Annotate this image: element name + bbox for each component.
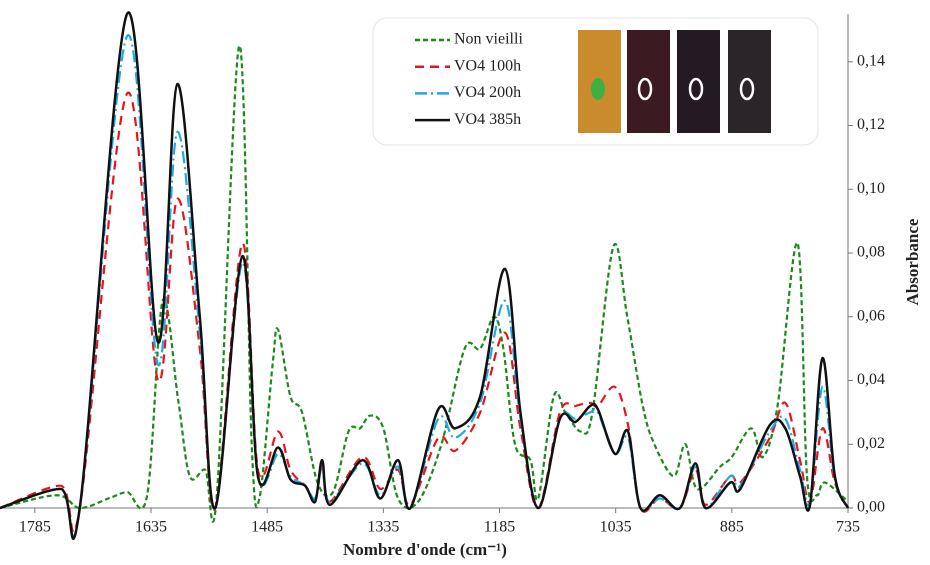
x-tick-label: 1485 (251, 519, 283, 536)
legend-label: VO4 100h (454, 57, 521, 74)
y-axis-title: Absorbance (903, 218, 922, 305)
legend-label: Non vieilli (454, 31, 523, 48)
series-line (0, 91, 849, 533)
x-tick-label: 1185 (484, 519, 515, 536)
sample-marker (688, 77, 704, 101)
series-line (0, 11, 850, 541)
x-tick-label: 1785 (19, 519, 51, 536)
sample-marker (637, 77, 653, 101)
y-tick-label: 0,08 (857, 244, 885, 261)
x-tick-label: 1635 (135, 519, 167, 536)
legend-label: VO4 385h (454, 111, 521, 128)
x-tick-label: 1335 (367, 519, 399, 536)
y-tick-label: 0,14 (857, 52, 885, 69)
legend: Non vieilli VO4 100h VO4 200h VO4 385h (372, 17, 819, 146)
x-tick-label: 1035 (600, 519, 632, 536)
x-tick-label: 735 (836, 519, 860, 536)
x-tick-label: 885 (720, 519, 744, 536)
y-tick-label: 0,06 (857, 307, 885, 324)
legend-label: VO4 200h (454, 84, 521, 101)
x-axis-title: Nombre d'onde (cm⁻¹) (343, 540, 507, 559)
y-tick-label: 0,02 (857, 435, 885, 452)
y-tick-label: 0,00 (857, 499, 885, 516)
sample-marker (739, 77, 755, 101)
plot-area (0, 11, 853, 541)
sample-marker (591, 78, 605, 100)
y-tick-label: 0,04 (857, 371, 885, 388)
series-line (0, 34, 849, 539)
y-tick-label: 0,10 (857, 180, 885, 197)
y-tick-label: 0,12 (857, 116, 885, 133)
